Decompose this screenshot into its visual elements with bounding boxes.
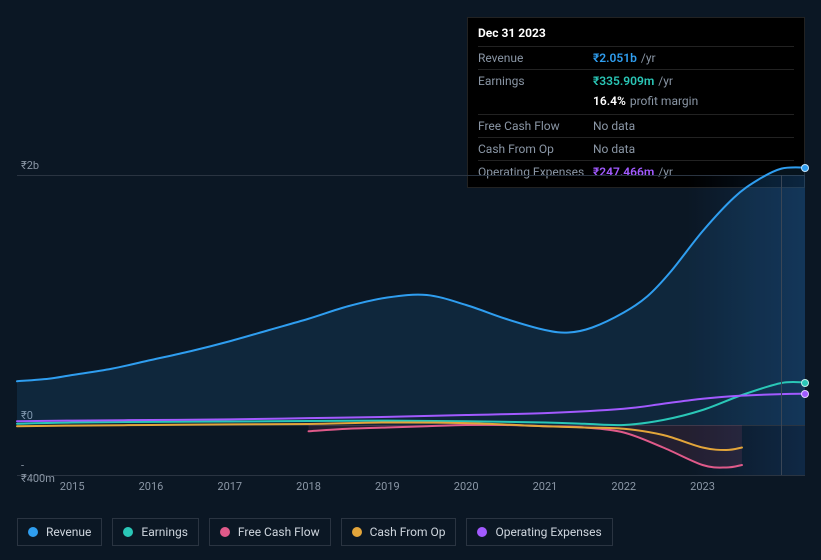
x-tick-label: 2021 (533, 480, 558, 493)
legend-swatch (28, 527, 38, 537)
x-tick-label: 2015 (60, 480, 85, 493)
tooltip-nodata: No data (593, 119, 635, 133)
legend-item[interactable]: Operating Expenses (466, 518, 612, 546)
chart-tooltip: Dec 31 2023 Revenue₹2.051b/yrEarnings₹33… (467, 17, 805, 188)
tooltip-metric-label: Cash From Op (478, 142, 593, 156)
tooltip-metric-value: ₹335.909m/yr (593, 74, 673, 88)
legend-label: Free Cash Flow (238, 525, 320, 539)
tooltip-row: Earnings₹335.909m/yr (478, 69, 794, 92)
y-tick-label: ₹2b (21, 159, 39, 172)
tooltip-nodata: No data (593, 142, 635, 156)
chart-legend: Revenue Earnings Free Cash Flow Cash From O… (17, 518, 613, 546)
x-tick-label: 2020 (454, 480, 479, 493)
tooltip-metric-value: ₹2.051b/yr (593, 51, 656, 65)
tooltip-row: Cash From OpNo data (478, 137, 794, 160)
legend-item[interactable]: Revenue (17, 518, 102, 546)
tooltip-metric-label: Earnings (478, 74, 593, 88)
tooltip-row: Revenue₹2.051b/yr (478, 46, 794, 69)
chart-lines (17, 175, 805, 475)
legend-item[interactable]: Free Cash Flow (209, 518, 331, 546)
x-tick-label: 2023 (690, 480, 715, 493)
chart-cursor-line (781, 175, 782, 475)
x-tick-label: 2019 (375, 480, 400, 493)
tooltip-row: Free Cash FlowNo data (478, 114, 794, 137)
financials-chart[interactable]: ₹2b₹0-₹400m (17, 175, 805, 475)
x-axis-labels: 2015 2016 2017 2018 2019 2020 2021 2022 2023 (17, 480, 805, 498)
legend-item[interactable]: Cash From Op (341, 518, 457, 546)
x-tick-label: 2017 (217, 480, 242, 493)
legend-label: Earnings (141, 525, 188, 539)
series-end-marker (801, 390, 809, 398)
legend-item[interactable]: Earnings (112, 518, 199, 546)
tooltip-margin: 16.4%profit margin (478, 92, 794, 114)
legend-swatch (220, 527, 230, 537)
x-tick-label: 2022 (611, 480, 636, 493)
series-end-marker (801, 379, 809, 387)
legend-swatch (477, 527, 487, 537)
tooltip-date: Dec 31 2023 (478, 26, 794, 40)
gridline (17, 475, 805, 476)
legend-label: Revenue (46, 525, 91, 539)
series-fill (17, 167, 805, 425)
legend-swatch (352, 527, 362, 537)
legend-swatch (123, 527, 133, 537)
series-end-marker (801, 164, 809, 172)
x-tick-label: 2018 (296, 480, 321, 493)
tooltip-metric-label: Free Cash Flow (478, 119, 593, 133)
series-fill (309, 425, 742, 468)
x-tick-label: 2016 (139, 480, 164, 493)
legend-label: Cash From Op (370, 525, 446, 539)
legend-label: Operating Expenses (495, 525, 601, 539)
tooltip-metric-label: Revenue (478, 51, 593, 65)
